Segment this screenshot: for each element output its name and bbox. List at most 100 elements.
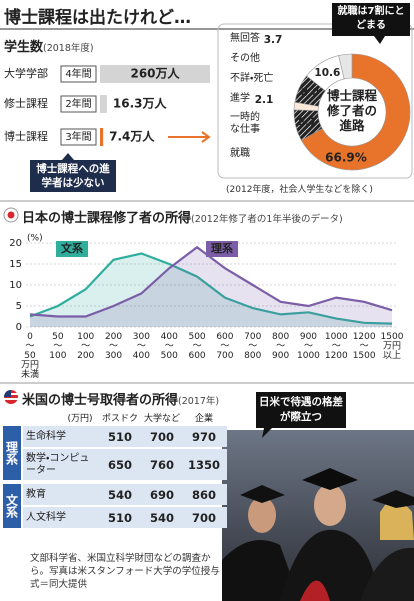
slice-value: 3.7 — [264, 34, 283, 46]
x-tick-label-line: 1500 — [353, 351, 376, 361]
x-tick-label-line: 〜 — [81, 341, 90, 351]
table-header-cell: (万円) — [67, 414, 93, 424]
x-tick-label-line: 900 — [272, 351, 289, 361]
x-tick-label-line: 1200 — [353, 332, 376, 342]
callout: 日米で待遇の格差が際立つ — [259, 396, 343, 423]
section-title: 学生数 — [4, 40, 44, 55]
row-label: 人文科学 — [26, 511, 66, 523]
y-tick-label: 10 — [9, 280, 22, 291]
area — [30, 247, 392, 327]
line — [29, 245, 393, 318]
x-tick-label-line: 50 — [52, 332, 64, 342]
legend-box — [206, 241, 238, 257]
slice-label: 不詳・死亡 — [230, 73, 274, 84]
x-tick-label-line: 万円 — [383, 340, 401, 351]
legend-label: 理系 — [211, 241, 233, 255]
y-tick-label: 15 — [9, 259, 22, 270]
value-label: 260万人 — [130, 67, 180, 81]
arrow — [168, 131, 211, 143]
group-label: 理系 — [4, 441, 19, 465]
legend-box — [56, 241, 88, 257]
page-title: 博士課程は出たけれど… — [4, 8, 191, 28]
legend-label: 文系 — [61, 241, 83, 255]
row-label: 生命科学 — [26, 430, 66, 442]
group-box — [3, 426, 21, 480]
duration-box — [60, 95, 97, 113]
group-label: 文系 — [4, 494, 19, 518]
x-tick-label-line: 700 — [244, 332, 261, 342]
slice-label: 一時的な仕事 — [230, 112, 260, 135]
table-cell: 970 — [191, 429, 216, 444]
section-title: 米国の博士号取得者の所得 — [22, 393, 179, 408]
table-cell: 700 — [191, 510, 216, 525]
pie-center-title: 博士課程修了者の進路 — [326, 88, 377, 133]
bar — [100, 128, 104, 146]
x-tick-label: 600 〜 700 — [216, 332, 233, 361]
x-tick-label: 900 〜 1000 — [297, 332, 320, 361]
bar — [100, 65, 210, 83]
area — [30, 253, 392, 327]
x-tick-label: 300 〜 400 — [133, 332, 150, 361]
duration-box — [60, 65, 97, 83]
group-box — [3, 484, 21, 528]
x-tick-label: 500 〜 600 — [188, 332, 205, 361]
x-tick-label: 50 〜 100 — [49, 332, 66, 361]
duration-label: 4年間 — [65, 67, 91, 80]
x-tick-label-line: 400 — [133, 351, 150, 361]
x-tick-label-line: 300 — [105, 351, 122, 361]
slice-label: 無回答 — [230, 33, 260, 44]
pie-note: (2012年度，社会人学生などを除く) — [226, 185, 373, 195]
y-tick-label: 0 — [16, 322, 22, 333]
x-tick-label-line: 100 — [77, 332, 94, 342]
x-tick-label-line: 1500 — [381, 332, 404, 342]
y-tick-label: 5 — [16, 301, 22, 312]
x-tick-label-line: 700 — [216, 351, 233, 361]
section-subtitle: (2012年修了者の1年半後のデータ) — [191, 214, 343, 225]
y-axis-label: (%) — [27, 234, 43, 244]
pie-slice — [300, 53, 411, 171]
row-label: 数学・コンピューター — [26, 452, 90, 476]
bar-header: 学生数(2018年度) — [4, 36, 94, 55]
slice-label: その他 — [230, 53, 260, 64]
table-cell: 510 — [107, 510, 132, 525]
duration-box — [60, 128, 97, 146]
x-tick-label-line: 50 — [24, 351, 36, 361]
slice-value: 8.0 — [301, 87, 320, 99]
x-tick-label-line: 万円 — [21, 359, 39, 370]
table-header-cell: 企業 — [194, 414, 213, 424]
table-row — [23, 484, 227, 505]
table-cell: 540 — [107, 487, 132, 502]
table-row — [23, 449, 227, 480]
x-tick-label-line: 〜 — [304, 341, 313, 351]
x-tick-label-line: 〜 — [332, 341, 341, 351]
x-tick-label-line: 〜 — [53, 341, 62, 351]
line-header: 日本の博士課程修了者の所得(2012年修了者の1年半後のデータ) — [22, 207, 343, 226]
x-tick-label-line: 800 — [272, 332, 289, 342]
x-tick-label-line: 900 — [300, 332, 317, 342]
slice-label: 就職 — [230, 148, 250, 159]
x-tick-label-line: 以上 — [383, 350, 401, 361]
x-tick-label-line: 1000 — [325, 332, 348, 342]
section-title: 日本の博士課程修了者の所得 — [22, 211, 192, 226]
x-tick-label: 800 〜 900 — [272, 332, 289, 361]
slice-value: 66.9% — [325, 151, 367, 165]
flag-japan-dot — [7, 211, 15, 219]
x-tick-label-line: 100 — [49, 351, 66, 361]
x-tick-label: 100 〜 200 — [77, 332, 94, 361]
x-tick-label-line: 〜 — [193, 341, 202, 351]
slice-value: 2.1 — [255, 94, 274, 106]
row-label: 教育 — [26, 488, 46, 500]
source-note: 文部科学省、米国立科学財団などの調査から。写真は米スタンフォード大学の学位授与式… — [30, 553, 220, 590]
table-header: 米国の博士号取得者の所得(2017年) — [22, 389, 219, 408]
category-label: 修士課程 — [4, 96, 48, 110]
callout: 博士課程への進学者は少ない — [36, 163, 110, 189]
x-tick-label-line: 〜 — [137, 341, 146, 351]
table-cell: 700 — [149, 429, 174, 444]
table-cell: 860 — [191, 487, 216, 502]
callout-box — [30, 153, 116, 192]
section-subtitle: (2018年度) — [43, 43, 94, 54]
table-cell: 760 — [149, 457, 174, 472]
x-tick-label-line: 300 — [133, 332, 150, 342]
table-row — [23, 507, 227, 528]
table-cell: 690 — [149, 487, 174, 502]
